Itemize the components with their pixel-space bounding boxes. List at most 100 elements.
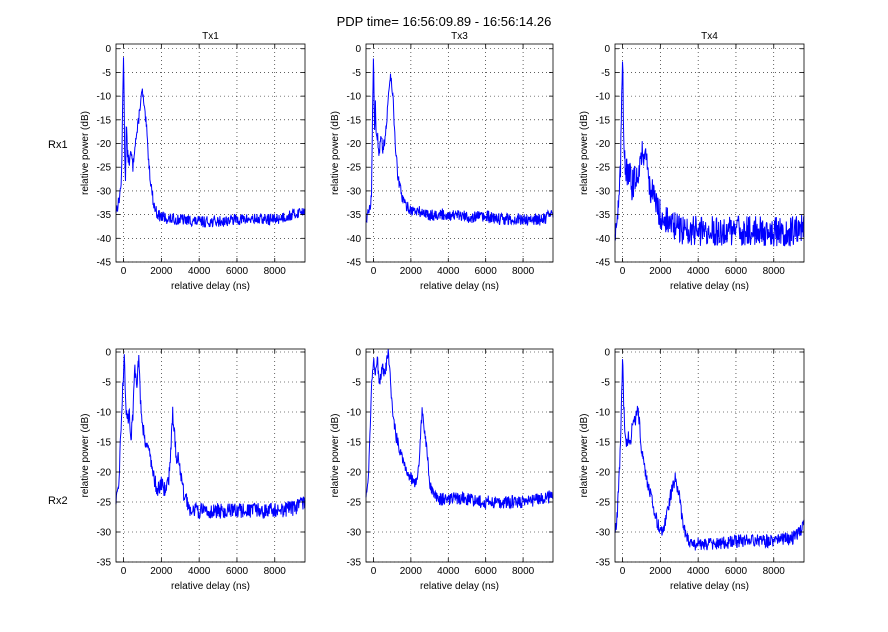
row-label-rx1: Rx1: [48, 139, 68, 151]
x-tick-label: 2000: [150, 266, 173, 277]
axes-frame: [614, 348, 805, 563]
x-axis-label: relative delay (ns): [171, 281, 250, 292]
y-tick-label: -5: [102, 68, 111, 79]
subplot-rx1-tx4: 0 2000 4000 6000 8000 0 -5 -10 -15 -20 -25 -30 -35 -4…: [579, 31, 805, 292]
y-axis-label: relative power (dB): [579, 111, 590, 195]
pdp-series-line: [365, 58, 554, 226]
subplot-rx2-tx4: 0 2000 4000 6000 8000 0 -5 -10 -15 -20 -25 -30 -35 re…: [579, 348, 805, 592]
y-tick-label: -20: [97, 468, 112, 479]
y-tick-label: -25: [596, 498, 611, 509]
y-tick-label: -35: [596, 210, 611, 221]
y-tick-label: -20: [347, 139, 362, 150]
y-tick-label: -40: [97, 234, 112, 245]
y-axis-label: relative power (dB): [330, 111, 341, 195]
y-tick-label: -20: [596, 139, 611, 150]
y-tick-label: -10: [97, 408, 112, 419]
y-tick-label: -35: [347, 210, 362, 221]
subplot-title: Tx1: [202, 31, 219, 42]
x-axis-label: relative delay (ns): [171, 581, 250, 592]
x-tick-label: 4000: [687, 266, 710, 277]
y-axis-label: relative power (dB): [579, 414, 590, 498]
x-tick-label: 0: [620, 566, 626, 577]
subplot-rx2-tx1: 0 2000 4000 6000 8000 0 -5 -10 -15 -20 -25 -30 -35 re…: [80, 348, 306, 592]
subplot-title: Tx3: [451, 31, 468, 42]
y-tick-label: -5: [601, 378, 610, 389]
x-tick-label: 4000: [437, 266, 460, 277]
x-tick-label: 0: [121, 566, 127, 577]
y-tick-label: -30: [347, 528, 362, 539]
x-tick-label: 6000: [475, 566, 498, 577]
pdp-series-line: [365, 348, 554, 510]
y-tick-label: -5: [352, 378, 361, 389]
axes-frame: [365, 43, 554, 263]
y-tick-label: -25: [596, 163, 611, 174]
y-tick-label: 0: [105, 44, 111, 55]
subplot-title: Tx4: [701, 31, 718, 42]
x-tick-label: 2000: [649, 266, 672, 277]
x-tick-label: 6000: [725, 266, 748, 277]
x-tick-label: 6000: [475, 266, 498, 277]
x-axis-label: relative delay (ns): [420, 581, 499, 592]
y-tick-label: -40: [347, 234, 362, 245]
y-axis-label: relative power (dB): [80, 414, 91, 498]
y-axis-label: relative power (dB): [80, 111, 91, 195]
x-tick-label: 8000: [264, 566, 287, 577]
x-tick-label: 2000: [400, 566, 423, 577]
y-tick-label: -5: [102, 378, 111, 389]
x-tick-label: 6000: [226, 266, 249, 277]
y-tick-label: -45: [596, 258, 611, 269]
y-tick-label: -40: [596, 234, 611, 245]
x-tick-label: 2000: [150, 566, 173, 577]
y-tick-label: -35: [347, 558, 362, 569]
y-tick-label: -45: [347, 258, 362, 269]
subplot-rx1-tx3: 0 2000 4000 6000 8000 0 -5 -10 -15 -20 -25 -30 -35 -4…: [330, 31, 554, 292]
x-tick-label: 0: [620, 266, 626, 277]
y-tick-label: -10: [347, 92, 362, 103]
y-tick-label: -25: [97, 163, 112, 174]
x-tick-label: 8000: [512, 566, 535, 577]
x-tick-label: 6000: [725, 566, 748, 577]
y-tick-label: -10: [347, 408, 362, 419]
y-tick-label: -45: [97, 258, 112, 269]
y-tick-label: -25: [347, 498, 362, 509]
x-tick-label: 4000: [188, 266, 211, 277]
x-tick-label: 8000: [763, 566, 786, 577]
y-tick-label: -15: [97, 438, 112, 449]
y-tick-label: -15: [347, 115, 362, 126]
x-tick-label: 4000: [188, 566, 211, 577]
pdp-series-line: [115, 354, 306, 520]
figure-title: PDP time= 16:56:09.89 - 16:56:14.26: [337, 14, 552, 29]
y-tick-label: -10: [596, 408, 611, 419]
pdp-series-line: [614, 61, 805, 247]
x-axis-label: relative delay (ns): [670, 581, 749, 592]
y-tick-label: 0: [355, 44, 361, 55]
y-tick-label: -20: [347, 468, 362, 479]
y-tick-label: -15: [596, 438, 611, 449]
y-tick-label: -5: [601, 68, 610, 79]
y-tick-label: -15: [596, 115, 611, 126]
axes-frame: [614, 43, 805, 263]
y-tick-label: 0: [604, 348, 610, 359]
y-tick-label: -35: [97, 210, 112, 221]
axes-frame: [115, 348, 306, 563]
y-tick-label: -25: [97, 498, 112, 509]
y-tick-label: -10: [596, 92, 611, 103]
x-tick-label: 8000: [763, 266, 786, 277]
x-tick-label: 0: [371, 266, 377, 277]
y-tick-label: -5: [352, 68, 361, 79]
y-tick-label: -30: [97, 186, 112, 197]
y-tick-label: -20: [97, 139, 112, 150]
x-tick-label: 8000: [512, 266, 535, 277]
x-tick-label: 2000: [400, 266, 423, 277]
subplot-rx2-tx3: 0 2000 4000 6000 8000 0 -5 -10 -15 -20 -25 -30 -35 re…: [330, 348, 554, 592]
axes-frame: [115, 43, 306, 263]
y-tick-label: 0: [105, 348, 111, 359]
x-tick-label: 0: [371, 566, 377, 577]
y-tick-label: -30: [596, 186, 611, 197]
y-tick-label: -30: [347, 186, 362, 197]
x-axis-label: relative delay (ns): [670, 281, 749, 292]
y-tick-label: -20: [596, 468, 611, 479]
x-tick-label: 0: [121, 266, 127, 277]
y-tick-label: -15: [347, 438, 362, 449]
x-axis-label: relative delay (ns): [420, 281, 499, 292]
